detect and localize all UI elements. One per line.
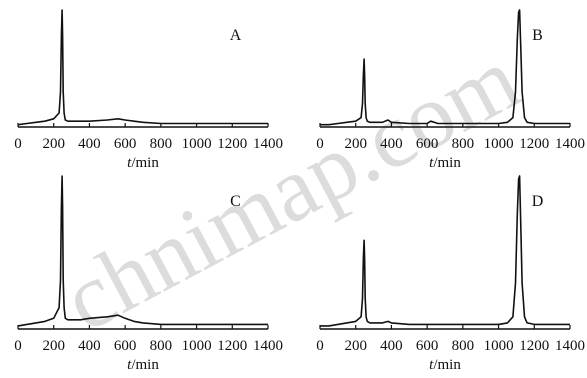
panel-label: B: [532, 27, 543, 44]
x-axis-title: t/min: [127, 155, 159, 171]
x-tick-label: 400: [78, 136, 101, 152]
x-tick-label: 400: [380, 136, 403, 152]
x-tick-label: 0: [316, 338, 324, 354]
x-tick-label: 1000: [484, 136, 514, 152]
x-axis-title: t/min: [429, 357, 461, 373]
x-axis-title: t/min: [127, 357, 159, 373]
x-axis-title-variable: t: [429, 357, 434, 373]
watermark-text: chnimap.com: [47, 27, 535, 351]
x-tick-label: 1200: [217, 338, 247, 354]
panel-label: A: [230, 27, 242, 44]
panel-b: 0 200 400 600 800 1000 1200 1400 t/min B: [316, 9, 585, 171]
series-line: [17, 9, 268, 126]
series-line: [320, 9, 570, 126]
x-tick-label: 600: [114, 136, 137, 152]
x-axis-title-variable: t: [127, 357, 132, 373]
panel-label: D: [532, 193, 544, 210]
x-tick-label: 1400: [555, 338, 585, 354]
x-tick-label: 800: [150, 338, 173, 354]
x-tick-label: 200: [42, 338, 65, 354]
x-tick-label: 200: [344, 136, 367, 152]
x-tick-label: 600: [416, 338, 439, 354]
x-tick-label: 0: [316, 136, 324, 152]
panel-a: 0 200 400 600 800 1000 1200 1400 t/min A: [14, 9, 283, 171]
panel-c: 0 200 400 600 800 1000 1200 1400 t/min C: [14, 175, 283, 373]
x-tick-label: 1400: [253, 136, 283, 152]
x-tick-label: 1000: [484, 338, 514, 354]
x-tick-label: 400: [78, 338, 101, 354]
x-axis-title-unit: /min: [433, 357, 461, 373]
series-line: [320, 175, 570, 327]
series-line: [17, 175, 268, 327]
x-tick-label: 0: [14, 136, 22, 152]
x-tick-label: 600: [114, 338, 137, 354]
x-axis-title-variable: t: [127, 155, 132, 171]
x-tick-label: 0: [14, 338, 22, 354]
x-tick-label: 200: [344, 338, 367, 354]
x-axis-title-unit: /min: [131, 155, 159, 171]
panel-d: 0 200 400 600 800 1000 1200 1400 t/min D: [316, 175, 585, 373]
x-axis-title-variable: t: [429, 155, 434, 171]
x-tick-label: 1200: [519, 338, 549, 354]
x-tick-label: 1000: [182, 338, 212, 354]
x-tick-label: 800: [452, 136, 475, 152]
x-tick-label: 800: [150, 136, 173, 152]
x-axis-title-unit: /min: [433, 155, 461, 171]
x-axis-title: t/min: [429, 155, 461, 171]
x-tick-label: 400: [380, 338, 403, 354]
x-tick-label: 1200: [519, 136, 549, 152]
x-tick-label: 1400: [555, 136, 585, 152]
x-tick-label: 1000: [182, 136, 212, 152]
x-tick-label: 800: [452, 338, 475, 354]
x-tick-label: 600: [416, 136, 439, 152]
x-tick-label: 1200: [217, 136, 247, 152]
panel-label: C: [230, 193, 241, 210]
x-tick-label: 200: [42, 136, 65, 152]
x-tick-label: 1400: [253, 338, 283, 354]
x-axis-title-unit: /min: [131, 357, 159, 373]
